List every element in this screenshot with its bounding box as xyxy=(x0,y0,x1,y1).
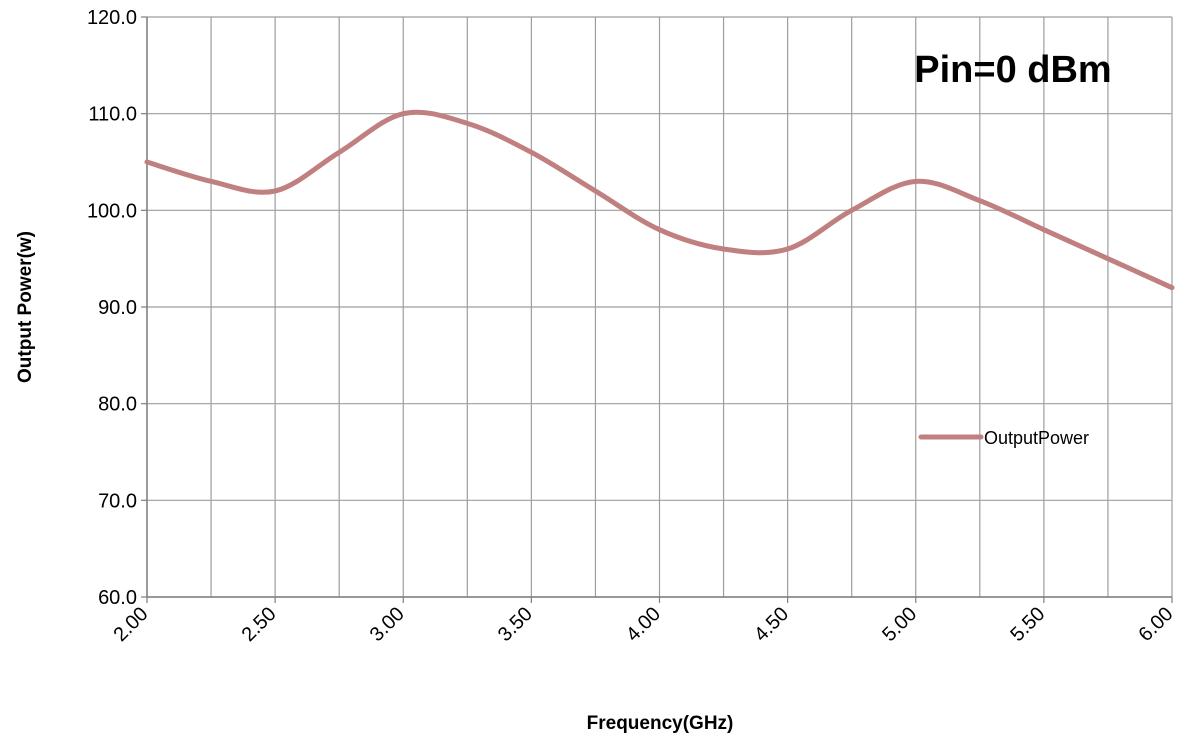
legend: OutputPower xyxy=(918,428,1089,448)
series-line-outputpower xyxy=(144,109,1175,291)
data-point xyxy=(785,247,790,252)
data-point xyxy=(721,247,726,252)
y-tick-label: 80.0 xyxy=(98,394,137,416)
x-tick-label: 2.50 xyxy=(238,603,281,646)
data-point xyxy=(529,150,534,155)
grid-lines xyxy=(146,16,1173,598)
data-point xyxy=(401,111,406,116)
y-tick-label: 70.0 xyxy=(98,490,137,512)
x-tick-label: 2.00 xyxy=(109,603,152,646)
data-point xyxy=(657,227,662,232)
axes xyxy=(141,16,1173,603)
x-tick-label: 3.50 xyxy=(494,603,537,646)
tick-labels: 60.0 70.0 80.0 90.0 100.0 110.0 120.0 2.00 2.50 3… xyxy=(87,7,1178,646)
data-point xyxy=(977,198,982,203)
x-tick-label: 4.50 xyxy=(750,603,793,646)
data-point xyxy=(337,150,342,155)
y-axis-title: Output Power(w) xyxy=(15,231,36,383)
data-point xyxy=(465,121,470,126)
chart-annotation: Pin=0 dBm xyxy=(914,49,1111,91)
data-point xyxy=(1170,285,1175,290)
data-point xyxy=(593,189,598,194)
x-tick-label: 6.00 xyxy=(1134,603,1177,646)
legend-label: OutputPower xyxy=(984,428,1089,448)
y-tick-label: 110.0 xyxy=(88,104,137,126)
x-tick-label: 3.00 xyxy=(366,603,409,646)
y-tick-label: 60.0 xyxy=(98,587,137,609)
x-tick-label: 4.00 xyxy=(622,603,665,646)
x-axis-title: Frequency(GHz) xyxy=(587,713,734,734)
data-point xyxy=(145,160,150,165)
data-point xyxy=(209,179,214,184)
data-point xyxy=(1105,256,1110,261)
data-point xyxy=(913,179,918,184)
series-lines xyxy=(144,109,1175,291)
x-tick-label: 5.00 xyxy=(878,603,921,646)
y-tick-label: 120.0 xyxy=(87,7,137,29)
data-point xyxy=(1041,227,1046,232)
data-point xyxy=(273,189,278,194)
x-tick-label: 5.50 xyxy=(1006,603,1049,646)
y-tick-label: 100.0 xyxy=(87,200,137,222)
data-point xyxy=(849,208,854,213)
y-tick-label: 90.0 xyxy=(98,297,137,319)
